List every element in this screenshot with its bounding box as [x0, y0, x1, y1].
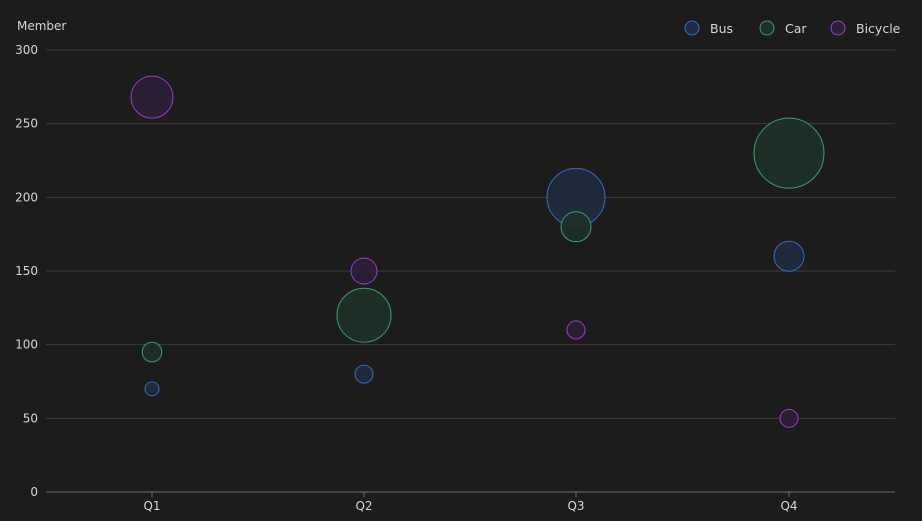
bubble-bus-q4[interactable]: [773, 240, 805, 272]
bubble-car-q3[interactable]: [560, 211, 592, 243]
bubble-bus-q1[interactable]: [144, 381, 160, 397]
grid-lines: [46, 49, 895, 493]
legend-label-bus[interactable]: Bus: [710, 21, 733, 36]
legend: Bus Car Bicycle: [684, 20, 901, 36]
legend-label-bicycle[interactable]: Bicycle: [856, 21, 901, 36]
bubble-car-q4[interactable]: [753, 117, 825, 189]
y-tick-label-150: 150: [15, 264, 38, 278]
x-tick-label-q2: Q2: [355, 499, 372, 513]
bubble-bicycle-q4[interactable]: [779, 408, 799, 428]
y-tick-label-50: 50: [23, 411, 38, 425]
legend-label-car[interactable]: Car: [785, 21, 807, 36]
y-axis-label: Member: [17, 19, 66, 33]
legend-marker-car[interactable]: [759, 20, 775, 36]
legend-marker-bus[interactable]: [684, 20, 700, 36]
y-tick-label-100: 100: [15, 338, 38, 352]
y-tick-label-0: 0: [30, 485, 38, 499]
y-axis-ticks: 0 50 100 150 200 250 300: [15, 43, 38, 499]
legend-marker-bicycle[interactable]: [830, 20, 846, 36]
y-tick-label-250: 250: [15, 117, 38, 131]
bubble-bicycle-q3[interactable]: [566, 320, 586, 340]
bubble-bicycle-q1[interactable]: [130, 75, 174, 119]
x-tick-label-q1: Q1: [143, 499, 160, 513]
bubble-bicycle-q2[interactable]: [350, 257, 378, 285]
bubble-car-q1[interactable]: [141, 341, 163, 363]
y-tick-label-200: 200: [15, 190, 38, 204]
bubble-marks: [130, 75, 825, 428]
bubble-bus-q2[interactable]: [354, 364, 374, 384]
x-tick-label-q3: Q3: [567, 499, 584, 513]
x-axis-ticks: Q1 Q2 Q3 Q4: [143, 492, 798, 513]
x-tick-label-q4: Q4: [780, 499, 797, 513]
bubble-car-q2[interactable]: [336, 287, 392, 343]
y-tick-label-300: 300: [15, 43, 38, 57]
